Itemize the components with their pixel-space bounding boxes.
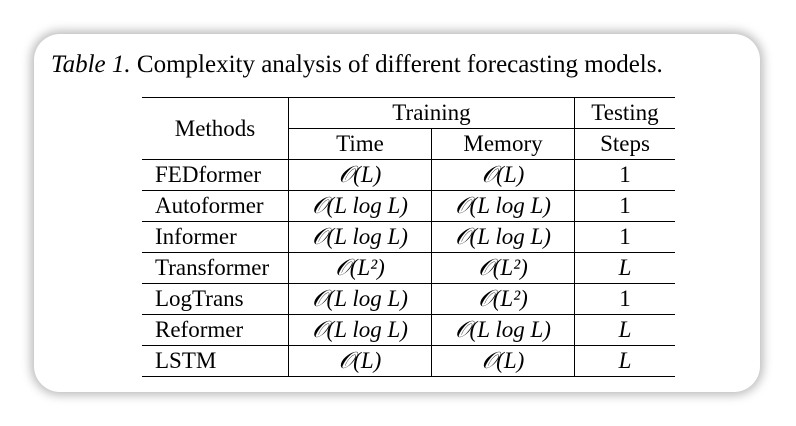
cell-method: FEDformer [142,159,289,191]
header-methods: Methods [142,97,289,160]
cell-time: 𝒪(L²) [288,252,432,284]
cell-method: Informer [142,221,289,253]
cell-method: Reformer [142,314,289,346]
header-training: Training [288,97,575,129]
header-steps: Steps [574,128,675,160]
caption-label: Table 1. [51,51,131,78]
cell-time: 𝒪(L log L) [288,221,432,253]
cell-memory: 𝒪(L log L) [431,190,575,222]
cell-time: 𝒪(L) [288,345,432,377]
header-time: Time [288,128,432,160]
cell-memory: 𝒪(L²) [431,283,575,315]
cell-steps: 1 [574,283,675,315]
cell-method: Autoformer [142,190,289,222]
cell-memory: 𝒪(L log L) [431,314,575,346]
cell-steps: L [574,252,675,284]
cell-memory: 𝒪(L log L) [431,221,575,253]
table-row: Informer 𝒪(L log L) 𝒪(L log L) 1 [142,221,675,253]
complexity-table: Methods Training Testing Time Memory Ste… [142,97,675,377]
header-testing: Testing [591,100,659,125]
cell-memory: 𝒪(L) [431,159,575,191]
cell-steps: L [574,345,675,377]
table-card: Table 1. Complexity analysis of differen… [34,34,760,392]
table-row: Autoformer 𝒪(L log L) 𝒪(L log L) 1 [142,190,675,222]
cell-time: 𝒪(L log L) [288,314,432,346]
cell-time: 𝒪(L) [288,159,432,191]
table-caption: Table 1. Complexity analysis of differen… [51,52,663,77]
table-row: LSTM 𝒪(L) 𝒪(L) L [142,345,675,377]
cell-steps: 1 [574,190,675,222]
cell-time: 𝒪(L log L) [288,283,432,315]
cell-time: 𝒪(L log L) [288,190,432,222]
cell-steps: 1 [574,159,675,191]
table-row: LogTrans 𝒪(L log L) 𝒪(L²) 1 [142,283,675,315]
cell-steps: L [574,314,675,346]
table-row: Reformer 𝒪(L log L) 𝒪(L log L) L [142,314,675,346]
header-memory: Memory [431,128,575,160]
cell-memory: 𝒪(L) [431,345,575,377]
cell-steps: 1 [574,221,675,253]
cell-memory: 𝒪(L²) [431,252,575,284]
cell-method: LogTrans [142,283,289,315]
caption-text: Complexity analysis of different forecas… [136,51,663,78]
table-body: FEDformer 𝒪(L) 𝒪(L) 1 Autoformer 𝒪(L log… [142,159,675,377]
table-row: Transformer 𝒪(L²) 𝒪(L²) L [142,252,675,284]
cell-method: LSTM [142,345,289,377]
table-row: FEDformer 𝒪(L) 𝒪(L) 1 [142,159,675,191]
cell-method: Transformer [142,252,289,284]
